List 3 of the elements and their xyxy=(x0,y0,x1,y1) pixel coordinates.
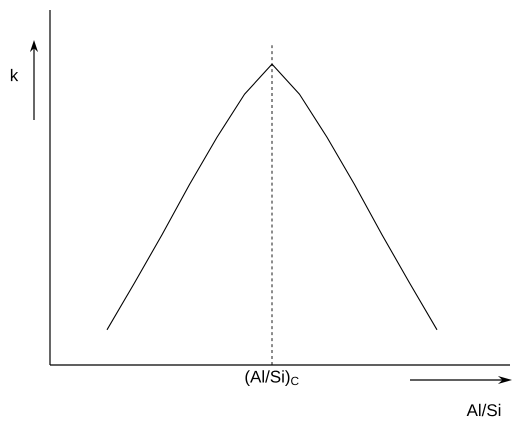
x-axis-title: Al/Si xyxy=(466,404,500,416)
text: (Al/Si)$_{C}$ xyxy=(245,370,299,386)
y-axis-title: k xyxy=(10,68,18,82)
